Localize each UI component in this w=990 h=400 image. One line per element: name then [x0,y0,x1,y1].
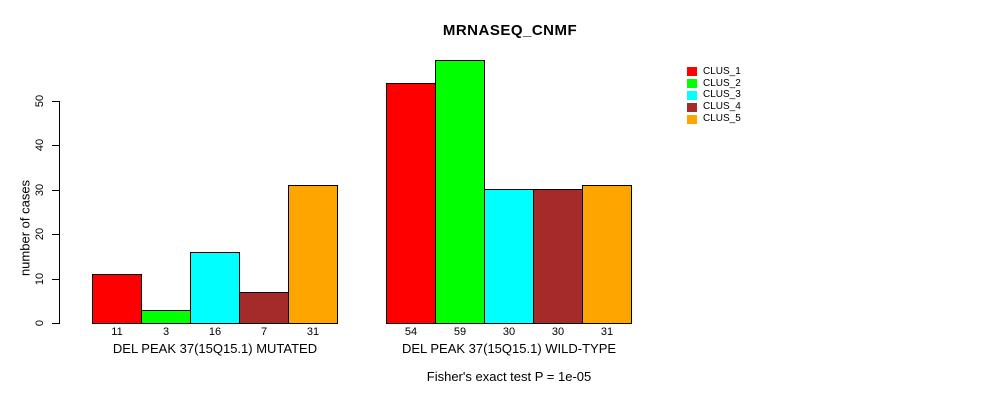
bar-clus_2-group2 [435,60,485,324]
y-axis-tick-label: 40 [34,138,46,152]
legend-swatch-icon [687,79,697,89]
legend-swatch-icon [687,102,697,112]
bar-value-label: 16 [208,326,222,338]
legend-swatch-icon [687,67,697,77]
legend-item-clus_5: CLUS_5 [687,113,741,125]
group-label-1: DEL PEAK 37(15Q15.1) MUTATED [112,341,318,356]
y-axis-tick [52,145,59,146]
bar-value-label: 3 [162,326,170,338]
bar-value-label: 7 [260,326,268,338]
legend-label: CLUS_4 [703,101,741,113]
group-label-2: DEL PEAK 37(15Q15.1) WILD-TYPE [401,341,617,356]
y-axis-tick [52,100,59,102]
y-axis-tick [52,323,59,324]
bar-value-label: 11 [111,326,123,338]
y-axis-tick-label: 50 [34,94,46,107]
legend-label: CLUS_5 [703,113,741,125]
legend-label: CLUS_1 [703,65,741,77]
y-axis-tick-label: 10 [34,272,46,285]
legend-label: CLUS_3 [703,89,741,101]
y-axis-tick-label: 0 [34,319,46,327]
legend-item-clus_4: CLUS_4 [687,101,741,113]
legend-label: CLUS_2 [703,77,741,89]
legend: CLUS_1 CLUS_2 CLUS_3 CLUS_4 CLUS_5 [687,66,741,125]
bar-clus_4-group2 [533,189,583,324]
bar-clus_2-group1 [141,310,191,324]
y-axis-label: number of cases [17,179,33,277]
bar-clus_1-group1 [92,274,142,324]
bar-clus_5-group1 [288,185,338,324]
y-axis-tick [52,278,59,280]
bar-value-label: 31 [306,326,320,338]
legend-swatch-icon [687,114,697,124]
chart-title: MRNASEQ_CNMF [442,22,578,39]
bar-clus_3-group2 [484,189,534,324]
y-axis-tick-label: 30 [34,183,46,196]
y-axis-tick [52,234,59,235]
legend-item-clus_3: CLUS_3 [687,90,741,102]
bar-clus_3-group1 [190,252,240,324]
bar-value-label: 30 [502,326,516,338]
y-axis-line [59,100,60,324]
bar-value-label: 30 [551,326,565,338]
bar-value-label: 54 [404,326,418,338]
legend-swatch-icon [687,90,697,100]
fisher-test-annotation: Fisher's exact test P = 1e-05 [426,369,592,384]
bar-value-label: 31 [600,326,614,338]
bar-clus_1-group2 [386,83,436,324]
y-axis-tick-label: 20 [34,227,46,241]
bar-clus_5-group2 [582,185,632,324]
y-axis-tick [52,189,59,191]
legend-item-clus_1: CLUS_1 [687,66,741,78]
bar-clus_4-group1 [239,292,289,324]
legend-item-clus_2: CLUS_2 [687,78,741,90]
bar-value-label: 59 [453,326,467,338]
